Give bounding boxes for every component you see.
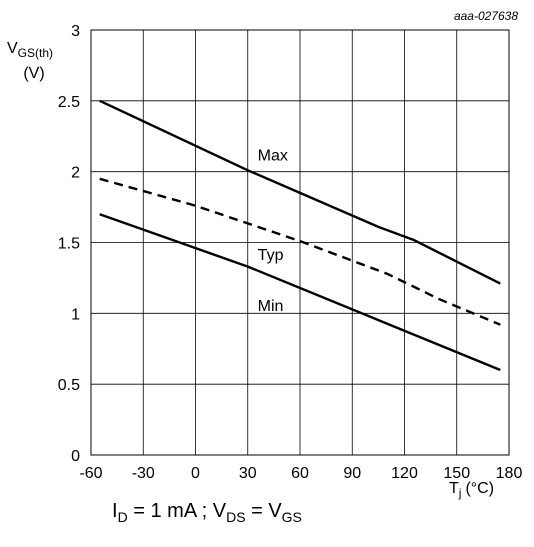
series-labels: Max Typ Min [258, 148, 288, 315]
grid [90, 29, 510, 456]
test-condition-caption: ID = 1 mA ; VDS = VGS [112, 500, 302, 525]
x-tick-label: 30 [239, 465, 257, 482]
x-tick-label: -30 [132, 465, 155, 482]
x-tick-label: 150 [443, 465, 470, 482]
series-group [99, 99, 501, 372]
y-tick-labels: 0 0.5 1 1.5 2 2.5 3 [58, 23, 80, 465]
series-label-min: Min [258, 298, 284, 315]
x-tick-label: 60 [291, 465, 309, 482]
y-tick-label: 1.5 [58, 236, 80, 253]
plot-area: Max Typ Min [90, 29, 510, 456]
x-tick-label: 180 [496, 465, 523, 482]
y-tick-label: 3 [71, 23, 80, 40]
y-tick-label: 2 [71, 165, 80, 182]
y-tick-label: 1 [71, 306, 80, 323]
series-line-typ [99, 177, 501, 326]
x-axis-label: Tj (°C) [449, 480, 494, 500]
y-tick-label: 0 [71, 448, 80, 465]
x-tick-label: 90 [343, 465, 361, 482]
x-tick-labels: -60 -30 0 30 60 90 120 150 180 [79, 465, 522, 482]
y-tick-label: 2.5 [58, 94, 80, 111]
x-tick-label: 120 [391, 465, 418, 482]
y-axis-unit: (V) [23, 65, 44, 82]
figure-id: aaa-027638 [454, 9, 518, 23]
x-tick-label: 0 [191, 465, 200, 482]
x-tick-label: -60 [79, 465, 102, 482]
series-line-min [99, 213, 501, 372]
plot-frame [90, 29, 510, 456]
series-label-typ: Typ [258, 247, 284, 264]
y-tick-label: 0.5 [58, 377, 80, 394]
series-label-max: Max [258, 148, 288, 165]
y-axis-label: VGS(th) [7, 40, 53, 60]
series-line-max [99, 99, 501, 285]
